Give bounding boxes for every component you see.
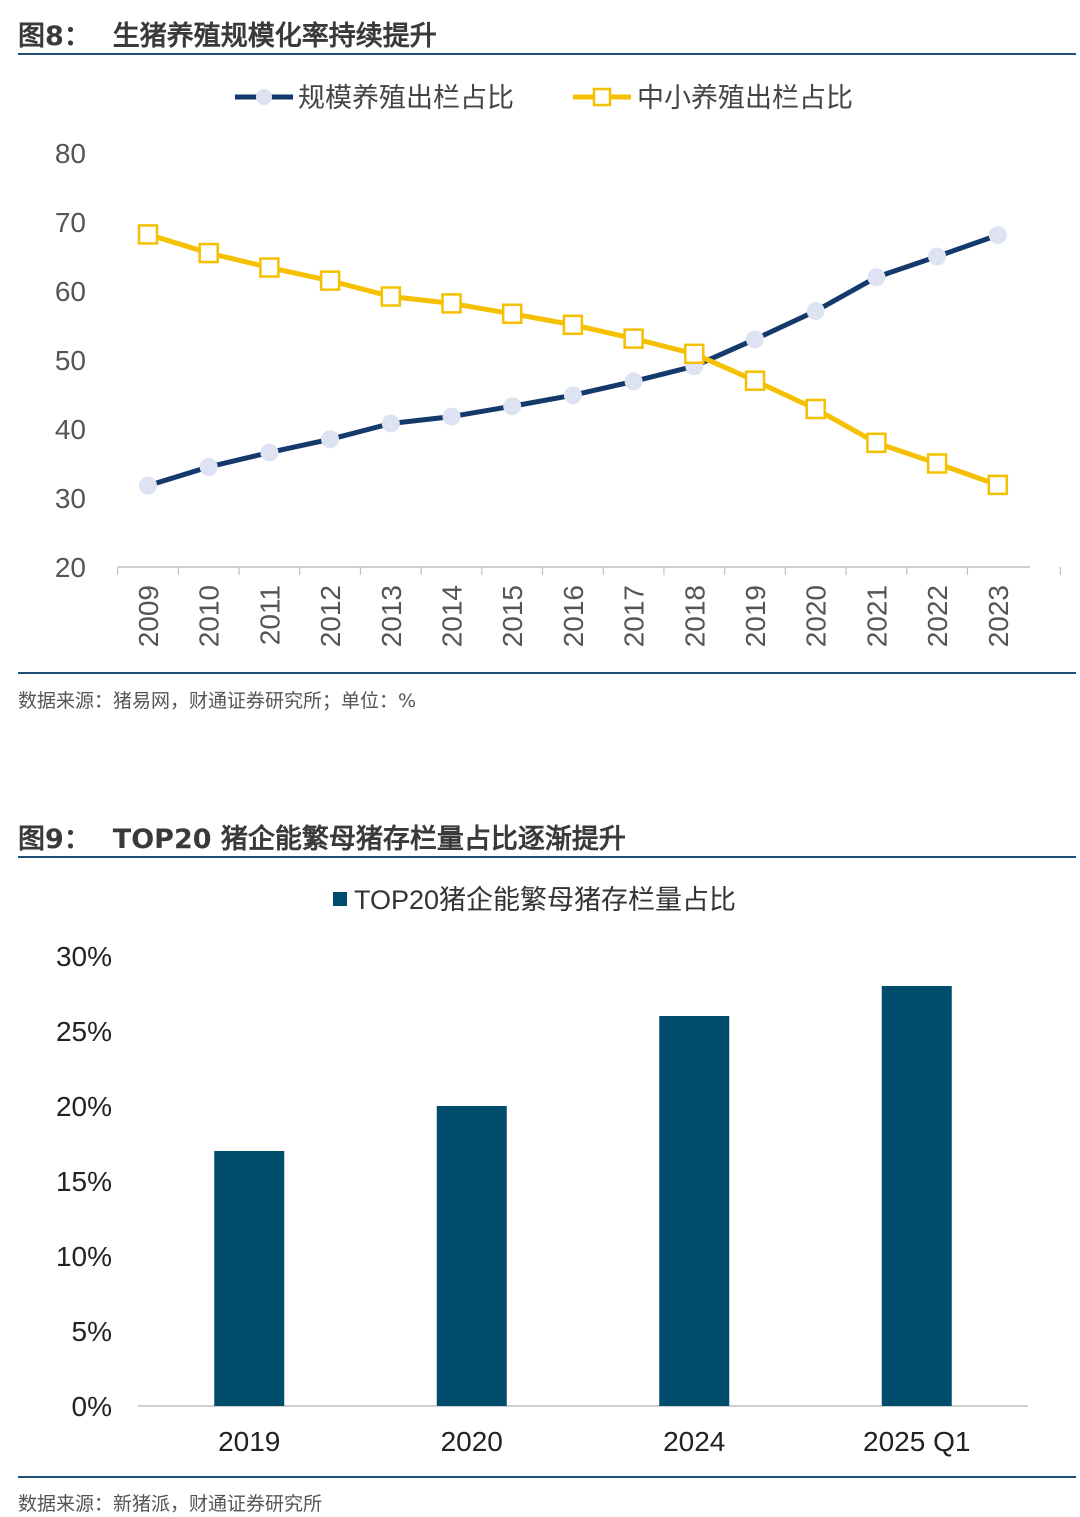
data-point [624,372,643,391]
figure8-source: 数据来源：猪易网，财通证券研究所；单位：% [18,690,417,712]
x-tick-label: 2020 [801,585,832,647]
x-tick-label: 2020 [441,1426,503,1457]
data-point [623,328,644,349]
x-tick-label: 2016 [558,585,589,647]
data-point [381,414,400,433]
figure8-number: 图8： [18,21,91,52]
figure8-title: 图8： 生猪养殖规模化率持续提升 [18,14,437,53]
x-tick-label: 2024 [663,1426,725,1457]
y-tick-label: 5% [72,1316,112,1347]
figure9-source: 数据来源：新猪派，财通证券研究所 [18,1493,323,1515]
data-point [928,247,947,266]
figure9-title: 图9： TOP20 猪企能繁母猪存栏量占比逐渐提升 [18,817,626,856]
bar [659,1016,730,1406]
line-chart: 20 30 40 50 60 70 80 2009 2010 2011 2012 2013 2014 20… [55,83,1061,647]
data-point [198,242,219,264]
y-tick-label: 10% [56,1241,112,1272]
x-tick-label: 2009 [133,585,164,647]
data-point [380,286,402,307]
data-point [199,457,218,476]
y-tick-label: 50 [55,345,86,376]
y-tick-label: 80 [55,138,86,169]
x-tick-label: 2023 [983,585,1014,647]
legend-label: 中小养殖出栏占比 [637,83,853,113]
data-point [806,302,825,321]
figure9-number: 图9： [18,824,91,855]
data-point [744,370,766,391]
x-tick-label: 2021 [861,585,892,647]
data-point [441,293,462,314]
data-point [988,226,1007,245]
data-point [259,257,280,278]
bar [436,1106,507,1406]
figure9-title-text: TOP20 猪企能繁母猪存栏量占比逐渐提升 [112,824,626,855]
data-point [319,270,341,291]
data-point [987,474,1009,496]
data-point [503,397,522,416]
legend-label: 规模养殖出栏占比 [298,83,514,113]
x-tick-label: 2025 Q1 [863,1426,970,1457]
y-tick-label: 20% [56,1091,112,1122]
data-point [684,343,705,365]
x-tick-label: 2015 [497,585,528,647]
figure8-bottom-rule [18,672,1076,674]
x-tick-label: 2013 [376,585,407,647]
data-point [260,443,279,462]
figure9-bottom-rule [18,1476,1076,1478]
data-point [501,303,523,325]
x-tick-label: 2018 [679,585,710,647]
y-tick-label: 30 [55,483,86,514]
data-point [926,453,948,474]
data-point [562,314,584,336]
y-tick-label: 30% [56,941,112,972]
data-point [321,430,340,449]
x-tick-label: 2012 [315,585,346,647]
data-point [746,330,764,349]
x-tick-label: 2022 [922,585,953,647]
x-tick-label: 2014 [437,585,468,647]
data-point [866,432,887,454]
legend-label: TOP20猪企能繁母猪存栏量占比 [354,885,736,915]
legend-marker [333,892,347,906]
data-point [442,407,461,426]
bar [881,986,952,1406]
x-tick-label: 2019 [218,1426,280,1457]
figure9-top-rule [18,856,1076,858]
y-tick-label: 15% [56,1166,112,1197]
data-point [563,386,582,405]
figure8-title-text: 生猪养殖规模化率持续提升 [112,21,437,52]
data-point [867,268,886,287]
legend-marker [256,89,272,105]
x-tick-label: 2017 [619,585,650,647]
y-tick-label: 60 [55,276,86,307]
legend-marker [592,87,612,107]
figure8-top-rule [18,53,1076,55]
y-tick-label: 40 [55,414,86,445]
data-point [139,476,157,495]
bar [214,1151,285,1406]
x-tick-label: 2011 [254,585,285,645]
y-tick-label: 0% [72,1391,112,1422]
x-tick-label: 2010 [194,585,225,647]
data-point [137,224,159,245]
bar-chart: 0% 5% 10% 15% 20% 25% 30% 2019 2020 2024 2025 Q1 TO… [56,885,1028,1457]
y-tick-label: 70 [55,207,86,238]
x-tick-label: 2019 [740,585,771,647]
data-point [805,398,826,420]
y-tick-label: 20 [55,552,86,583]
y-tick-label: 25% [56,1016,112,1047]
